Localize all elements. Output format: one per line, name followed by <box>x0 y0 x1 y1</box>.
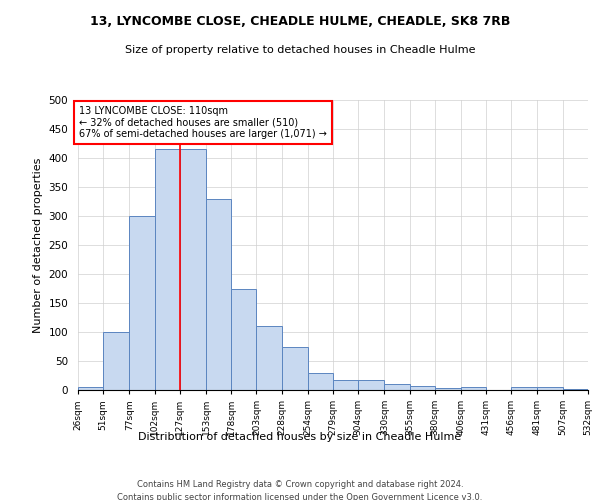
Bar <box>511 387 536 390</box>
Bar <box>256 326 281 390</box>
Bar <box>206 198 231 390</box>
Bar <box>180 150 206 390</box>
Text: Distribution of detached houses by size in Cheadle Hulme: Distribution of detached houses by size … <box>139 432 461 442</box>
Bar <box>155 150 180 390</box>
Text: 13, LYNCOMBE CLOSE, CHEADLE HULME, CHEADLE, SK8 7RB: 13, LYNCOMBE CLOSE, CHEADLE HULME, CHEAD… <box>90 15 510 28</box>
Y-axis label: Number of detached properties: Number of detached properties <box>33 158 43 332</box>
Bar <box>358 380 385 390</box>
Text: Contains public sector information licensed under the Open Government Licence v3: Contains public sector information licen… <box>118 492 482 500</box>
Bar <box>536 387 563 390</box>
Bar <box>130 216 155 390</box>
Bar <box>461 387 486 390</box>
Bar <box>308 372 333 390</box>
Bar <box>78 387 103 390</box>
Text: Contains HM Land Registry data © Crown copyright and database right 2024.: Contains HM Land Registry data © Crown c… <box>137 480 463 489</box>
Bar <box>231 288 256 390</box>
Text: Size of property relative to detached houses in Cheadle Hulme: Size of property relative to detached ho… <box>125 45 475 55</box>
Bar <box>333 380 358 390</box>
Text: 13 LYNCOMBE CLOSE: 110sqm
← 32% of detached houses are smaller (510)
67% of semi: 13 LYNCOMBE CLOSE: 110sqm ← 32% of detac… <box>79 106 327 139</box>
Bar <box>410 386 435 390</box>
Bar <box>103 332 130 390</box>
Bar <box>563 389 588 390</box>
Bar <box>385 384 410 390</box>
Bar <box>281 346 308 390</box>
Bar <box>435 388 461 390</box>
